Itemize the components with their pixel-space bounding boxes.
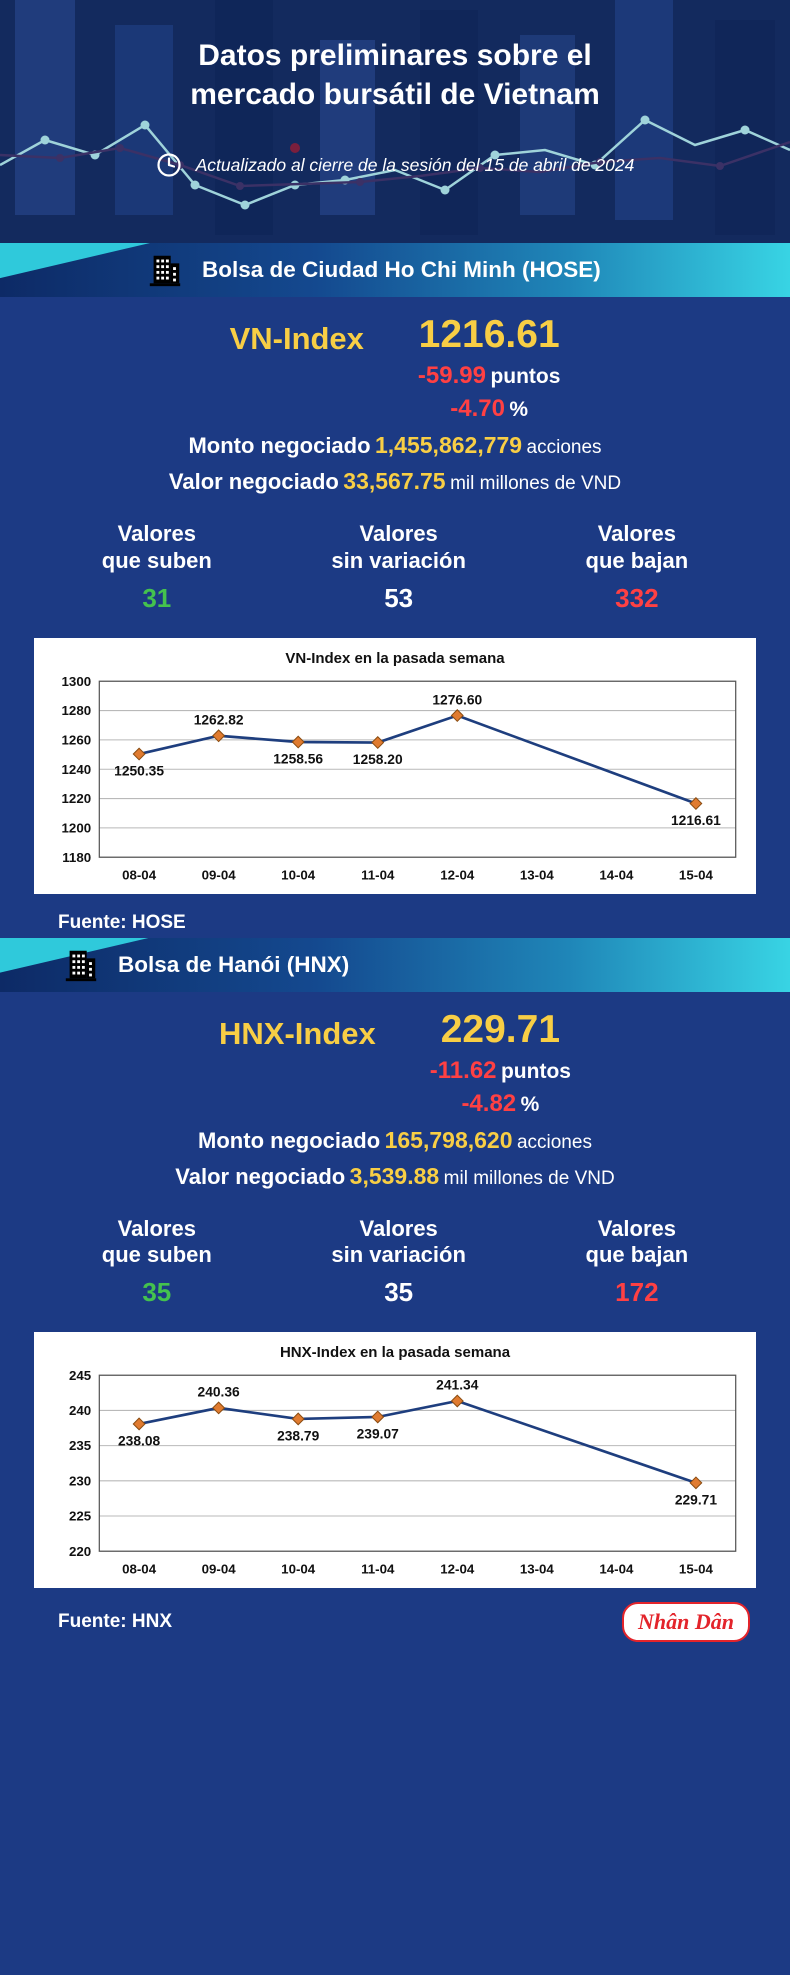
svg-text:14-04: 14-04 [599,867,634,882]
banner-hose: Bolsa de Ciudad Ho Chi Minh (HOSE) [0,243,790,297]
banner-hnx-label: Bolsa de Hanói (HNX) [118,951,350,977]
svg-text:239.07: 239.07 [357,1426,400,1442]
svg-text:09-04: 09-04 [202,1562,237,1577]
page-title-line1: Datos preliminares sobre el [198,39,592,72]
svg-text:1276.60: 1276.60 [432,691,482,707]
page-title: Datos preliminares sobre el mercado burs… [0,0,790,114]
svg-text:08-04: 08-04 [122,867,157,882]
svg-text:11-04: 11-04 [361,867,395,882]
svg-text:1260: 1260 [62,732,92,747]
hose-stats: Valores que suben 31 Valores sin variación… [0,521,790,614]
banner-hnx: Bolsa de Hanói (HNX) [0,937,790,992]
banner-hose-label: Bolsa de Ciudad Ho Chi Minh (HOSE) [202,257,601,282]
svg-text:1250.35: 1250.35 [114,762,164,778]
vn-index-chart: 1180 1200 1220 1240 1260 1280 1300 08-04 09-04 10… [62,673,737,882]
svg-text:1200: 1200 [62,820,92,835]
hnx-index-chart-panel: HNX-Index en la pasada semana 220 225 230 2… [34,1332,756,1589]
updated-line: Actualizado al cierre de la sesión del 1… [0,152,790,178]
svg-text:245: 245 [69,1368,92,1383]
hnx-index-chart-title: HNX-Index en la pasada semana [279,1344,511,1362]
hose-change-points: -59.99 puntos [417,362,561,389]
svg-text:235: 235 [69,1438,92,1453]
svg-text:1262.82: 1262.82 [194,711,244,727]
svg-text:10-04: 10-04 [281,867,316,882]
svg-text:1258.20: 1258.20 [353,751,403,767]
hnx-decliners: Valores que bajan 172 [585,1215,689,1308]
svg-text:230: 230 [69,1474,91,1489]
svg-text:1216.61: 1216.61 [671,812,721,828]
hnx-turnover-line: Valor negociado 3,539.88 mil millones de… [175,1162,615,1189]
svg-text:241.34: 241.34 [436,1377,479,1393]
hose-turnover-line: Valor negociado 33,567.75 mil millones d… [168,468,622,494]
hnx-change-points: -11.62 puntos [429,1056,571,1084]
footer: Fuente: HNX Nhân Dân [58,1602,750,1643]
hose-index-name: VN-Index [229,321,364,356]
svg-text:13-04: 13-04 [520,867,555,882]
hnx-index-block: HNX-Index 229.71 -11.62 puntos -4.82 % [0,1008,790,1118]
updated-text: Actualizado al cierre de la sesión del 1… [195,154,635,175]
svg-text:14-04: 14-04 [599,1562,634,1577]
svg-text:1220: 1220 [62,791,92,806]
svg-text:240.36: 240.36 [198,1384,241,1400]
hnx-volume-line: Monto negociado 165,798,620 acciones [198,1126,592,1153]
page-title-line2: mercado bursátil de Vietnam [190,78,600,111]
hnx-advancers: Valores que suben 35 [101,1215,212,1308]
hose-source: Fuente: HOSE [58,911,186,933]
hnx-unchanged: Valores sin variación 35 [331,1215,466,1308]
vn-index-chart-panel: VN-Index en la pasada semana 1180 1200 122… [34,637,756,894]
hose-advancers: Valores que suben 31 [101,521,212,613]
svg-text:1300: 1300 [62,673,92,688]
svg-text:11-04: 11-04 [361,1562,395,1577]
svg-text:1280: 1280 [62,703,92,718]
hose-decliners: Valores que bajan 332 [585,521,689,613]
section-hnx: HNX-Index 229.71 -11.62 puntos -4.82 % M… [0,1008,790,1643]
svg-text:1180: 1180 [62,849,91,864]
svg-text:238.79: 238.79 [277,1428,320,1444]
hose-index-value: 1216.61 [418,313,560,356]
hnx-index-name: HNX-Index [219,1015,376,1051]
svg-text:1258.56: 1258.56 [273,750,323,766]
svg-text:09-04: 09-04 [202,867,237,882]
svg-text:1240: 1240 [62,761,92,776]
vn-index-chart-title: VN-Index en la pasada semana [285,649,505,667]
svg-text:13-04: 13-04 [520,1562,555,1577]
hose-index-block: VN-Index 1216.61 -59.99 puntos -4.70 % [0,313,790,423]
decorative-market-chart [0,0,790,235]
hnx-change-pct: -4.82 % [461,1089,540,1117]
svg-text:15-04: 15-04 [679,1562,714,1577]
hose-volume-line: Monto negociado 1,455,862,779 acciones [188,432,602,458]
hose-unchanged: Valores sin variación 53 [331,521,466,613]
svg-text:238.08: 238.08 [118,1433,161,1449]
section-hose: VN-Index 1216.61 -59.99 puntos -4.70 % M… [0,313,790,934]
hnx-index-value: 229.71 [440,1007,561,1051]
svg-text:10-04: 10-04 [281,1562,316,1577]
nhan-dan-logo: Nhân Dân [622,1602,750,1643]
hnx-stats: Valores que suben 35 Valores sin variación… [0,1216,790,1309]
svg-text:225: 225 [69,1509,92,1524]
svg-text:12-04: 12-04 [440,1562,475,1577]
building-icon [149,255,181,287]
svg-text:220: 220 [69,1544,91,1559]
clock-icon [157,153,181,177]
hnx-source: Fuente: HNX [58,1611,172,1633]
svg-text:08-04: 08-04 [122,1562,157,1577]
hnx-index-chart: 220 225 230 235 240 245 08-04 09-04 10-04 11-04 12… [69,1368,737,1577]
hose-change-pct: -4.70 % [450,395,529,422]
svg-text:12-04: 12-04 [440,867,475,882]
svg-text:240: 240 [69,1403,91,1418]
header: Datos preliminares sobre el mercado burs… [0,0,790,243]
building-icon [65,950,97,981]
svg-text:15-04: 15-04 [679,867,714,882]
svg-text:229.71: 229.71 [675,1492,718,1508]
